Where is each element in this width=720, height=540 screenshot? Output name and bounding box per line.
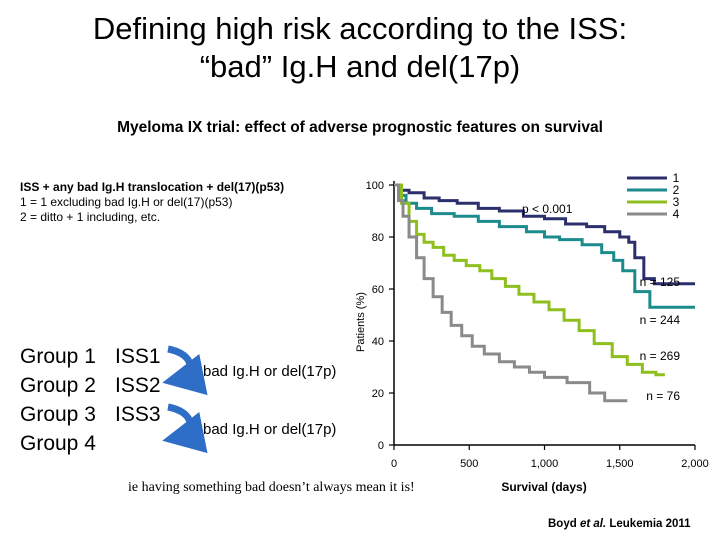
survival-curves bbox=[394, 183, 695, 403]
footnote: ie having something bad doesn’t always m… bbox=[128, 480, 415, 495]
citation-etal: et al. bbox=[579, 518, 607, 530]
group-iss: ISS3 bbox=[115, 403, 161, 426]
slide-title-line1: Defining high risk according to the ISS: bbox=[92, 11, 628, 46]
curved-arrow-icon bbox=[162, 345, 208, 396]
x-tick-label: 2,000 bbox=[681, 458, 709, 470]
slide-subtitle: Myeloma IX trial: effect of adverse prog… bbox=[117, 119, 603, 136]
group-row: Group 2 ISS2 bbox=[20, 371, 161, 400]
survival-curve-1 bbox=[394, 183, 695, 286]
legend-entry: 1 bbox=[673, 171, 680, 185]
group-iss: ISS2 bbox=[115, 374, 161, 397]
survival-curve-2 bbox=[394, 183, 695, 309]
y-tick-label: 0 bbox=[378, 440, 384, 452]
arrow-label-2: bad Ig.H or del(17p) bbox=[203, 421, 337, 438]
legend-entry: 4 bbox=[673, 207, 680, 221]
y-tick-label: 60 bbox=[372, 284, 384, 296]
group-name: Group 2 bbox=[20, 374, 96, 397]
y-tick-label: 80 bbox=[372, 232, 384, 244]
citation-author: Boyd bbox=[548, 518, 580, 530]
curved-arrow-icon bbox=[162, 403, 208, 454]
citation-journal: Leukemia 2011 bbox=[606, 518, 691, 530]
chart-axes: 0 20 40 60 80 100 0 500 1,000 1,500 2,000 bbox=[366, 180, 709, 470]
y-tick-label: 20 bbox=[372, 388, 384, 400]
definition-text: ISS + any bad Ig.H translocation + del(1… bbox=[20, 180, 284, 225]
survival-curve-3 bbox=[394, 183, 665, 377]
y-axis-label: Patients (%) bbox=[355, 292, 367, 352]
group-name: Group 1 bbox=[20, 345, 96, 368]
n-label: n = 269 bbox=[640, 349, 681, 363]
group-name: Group 4 bbox=[20, 432, 96, 455]
group-iss: ISS1 bbox=[115, 345, 161, 368]
p-value-annotation: p < 0.001 bbox=[522, 202, 573, 216]
definition-line1: ISS + any bad Ig.H translocation + del(1… bbox=[20, 180, 285, 194]
group-name: Group 3 bbox=[20, 403, 96, 426]
definition-line2: 1 = 1 excluding bad Ig.H or del(17)(p53) bbox=[20, 195, 233, 209]
y-tick-label: 100 bbox=[366, 180, 384, 192]
n-labels: n = 125 n = 244 n = 269 n = 76 bbox=[640, 275, 681, 403]
citation: Boyd et al. Leukemia 2011 bbox=[548, 518, 691, 530]
x-tick-label: 500 bbox=[460, 458, 478, 470]
x-tick-label: 1,500 bbox=[606, 458, 634, 470]
legend-entry: 3 bbox=[673, 195, 680, 209]
x-tick-label: 0 bbox=[391, 458, 397, 470]
slide-title-line2: “bad” Ig.H and del(17p) bbox=[199, 49, 521, 84]
group-row: Group 3 ISS3 bbox=[20, 400, 161, 429]
group-list: Group 1 ISS1 Group 2 ISS2 Group 3 ISS3 Grou… bbox=[20, 342, 161, 458]
n-label: n = 244 bbox=[640, 313, 681, 327]
survival-curve-4 bbox=[394, 183, 628, 403]
legend-entry: 2 bbox=[673, 183, 680, 197]
x-axis-label: Survival (days) bbox=[501, 480, 586, 494]
slide-title: Defining high risk according to the ISS:… bbox=[0, 10, 720, 86]
n-label: n = 76 bbox=[646, 389, 680, 403]
group-row: Group 1 ISS1 bbox=[20, 342, 161, 371]
n-label: n = 125 bbox=[640, 275, 681, 289]
y-tick-label: 40 bbox=[372, 336, 384, 348]
definition-line3: 2 = ditto + 1 including, etc. bbox=[20, 210, 161, 224]
arrow-label-1: bad Ig.H or del(17p) bbox=[203, 363, 337, 380]
group-row: Group 4 bbox=[20, 429, 161, 458]
x-tick-label: 1,000 bbox=[531, 458, 559, 470]
